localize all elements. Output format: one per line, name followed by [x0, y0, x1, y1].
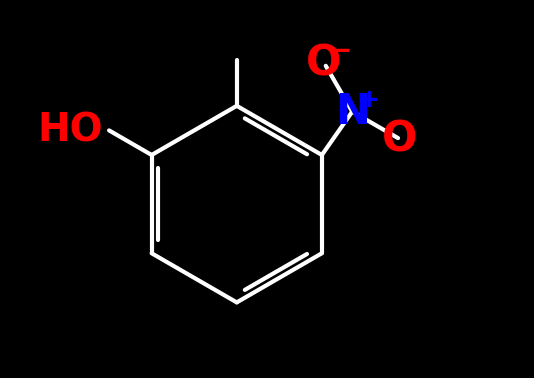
Text: −: − — [329, 37, 352, 65]
Text: HO: HO — [38, 112, 104, 149]
Text: O: O — [306, 43, 342, 85]
Text: O: O — [382, 119, 418, 161]
Text: N: N — [335, 91, 370, 133]
Text: +: + — [359, 88, 380, 112]
